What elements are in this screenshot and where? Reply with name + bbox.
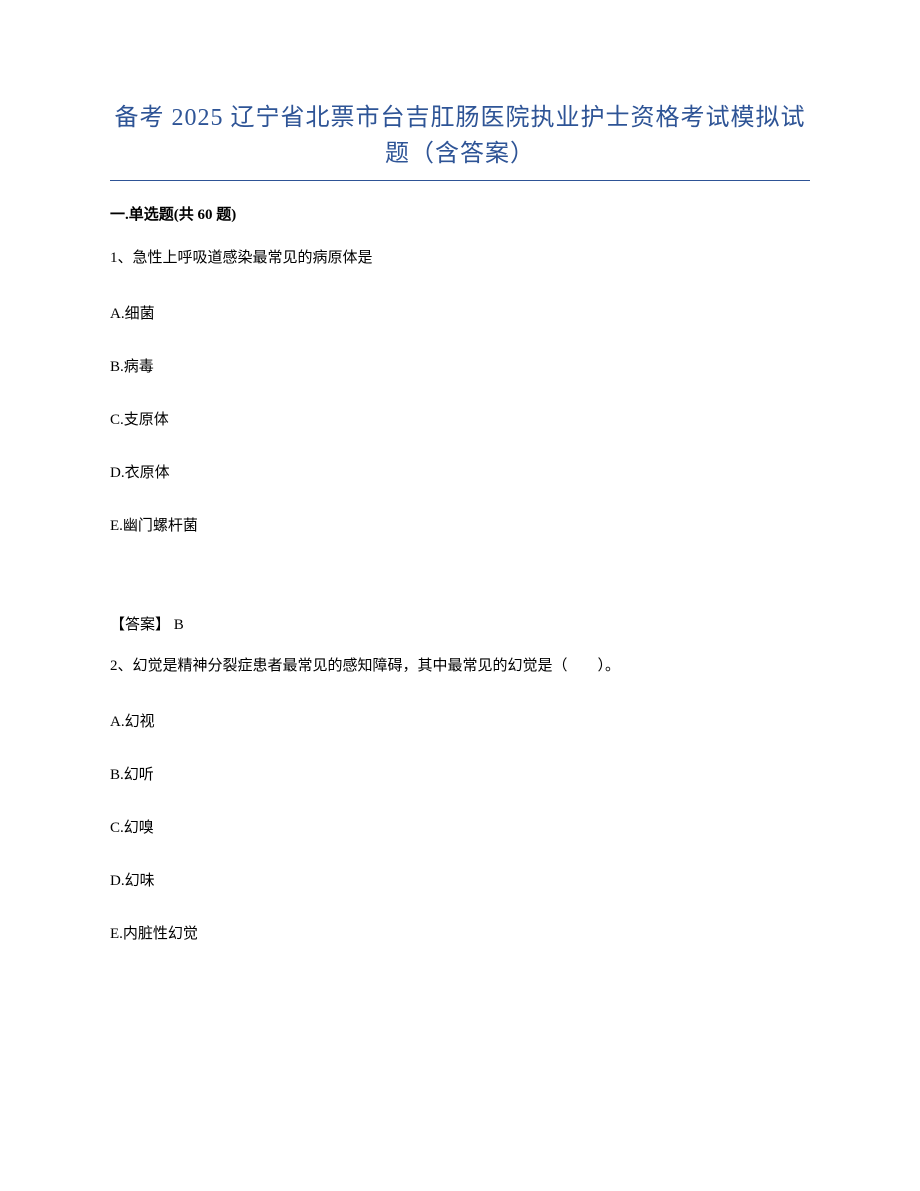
section-header: 一.单选题(共 60 题) <box>110 203 810 224</box>
q1-option-a: A.细菌 <box>110 302 810 323</box>
q1-answer: 【答案】 B <box>110 613 810 634</box>
q1-option-d: D.衣原体 <box>110 461 810 482</box>
q2-option-b: B.幻听 <box>110 763 810 784</box>
q2-option-a: A.幻视 <box>110 710 810 731</box>
q1-stem: 1、急性上呼吸道感染最常见的病原体是 <box>110 246 810 270</box>
q1-option-c: C.支原体 <box>110 408 810 429</box>
page-title: 备考 2025 辽宁省北票市台吉肛肠医院执业护士资格考试模拟试题（含答案） <box>110 100 810 181</box>
q2-option-e: E.内脏性幻觉 <box>110 922 810 943</box>
q1-option-b: B.病毒 <box>110 355 810 376</box>
q2-stem: 2、幻觉是精神分裂症患者最常见的感知障碍，其中最常见的幻觉是（ ）。 <box>110 654 810 678</box>
q1-option-e: E.幽门螺杆菌 <box>110 514 810 535</box>
question-1: 1、急性上呼吸道感染最常见的病原体是 A.细菌 B.病毒 C.支原体 D.衣原体… <box>110 246 810 634</box>
q2-option-d: D.幻味 <box>110 869 810 890</box>
q2-option-c: C.幻嗅 <box>110 816 810 837</box>
question-2: 2、幻觉是精神分裂症患者最常见的感知障碍，其中最常见的幻觉是（ ）。 A.幻视 … <box>110 654 810 943</box>
